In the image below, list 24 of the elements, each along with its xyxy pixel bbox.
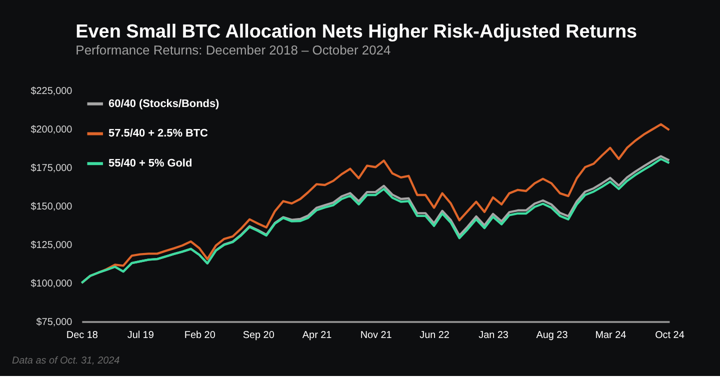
x-tick-label: Jun 22 [420,330,450,341]
x-tick-label: Jul 19 [127,330,154,341]
x-tick-label: Jan 23 [478,330,509,341]
x-tick-label: Apr 21 [302,330,332,341]
x-tick-label: Aug 23 [536,330,568,341]
y-tick-label: $100,000 [30,278,73,290]
x-tick-label: Oct 24 [655,330,685,341]
y-tick-label: $125,000 [30,240,73,251]
y-tick-label: $225,000 [30,86,73,97]
chart-subtitle: Performance Returns: December 2018 – October 2024 [76,42,391,58]
legend-label: 60/40 (Stocks/Bonds) [108,98,220,110]
x-tick-label: Nov 21 [360,330,392,341]
y-tick-label: $175,000 [30,162,73,174]
x-tick-label: Feb 20 [184,330,216,341]
x-tick-label: Mar 24 [595,330,627,341]
x-tick-label: Dec 18 [66,330,98,341]
legend-label: 57.5/40 + 2.5% BTC [108,128,208,140]
y-tick-label: $150,000 [30,201,73,212]
x-tick-label: Sep 20 [242,330,275,341]
text: Data as of Oct. 31, 2024 [12,355,120,366]
y-tick-label: $75,000 [36,316,73,328]
y-tick-label: $200,000 [30,124,73,136]
legend-label: 55/40 + 5% Gold [108,158,192,170]
chart-title: Even Small BTC Allocation Nets Higher Risk-Adjusted Returns [76,22,638,43]
